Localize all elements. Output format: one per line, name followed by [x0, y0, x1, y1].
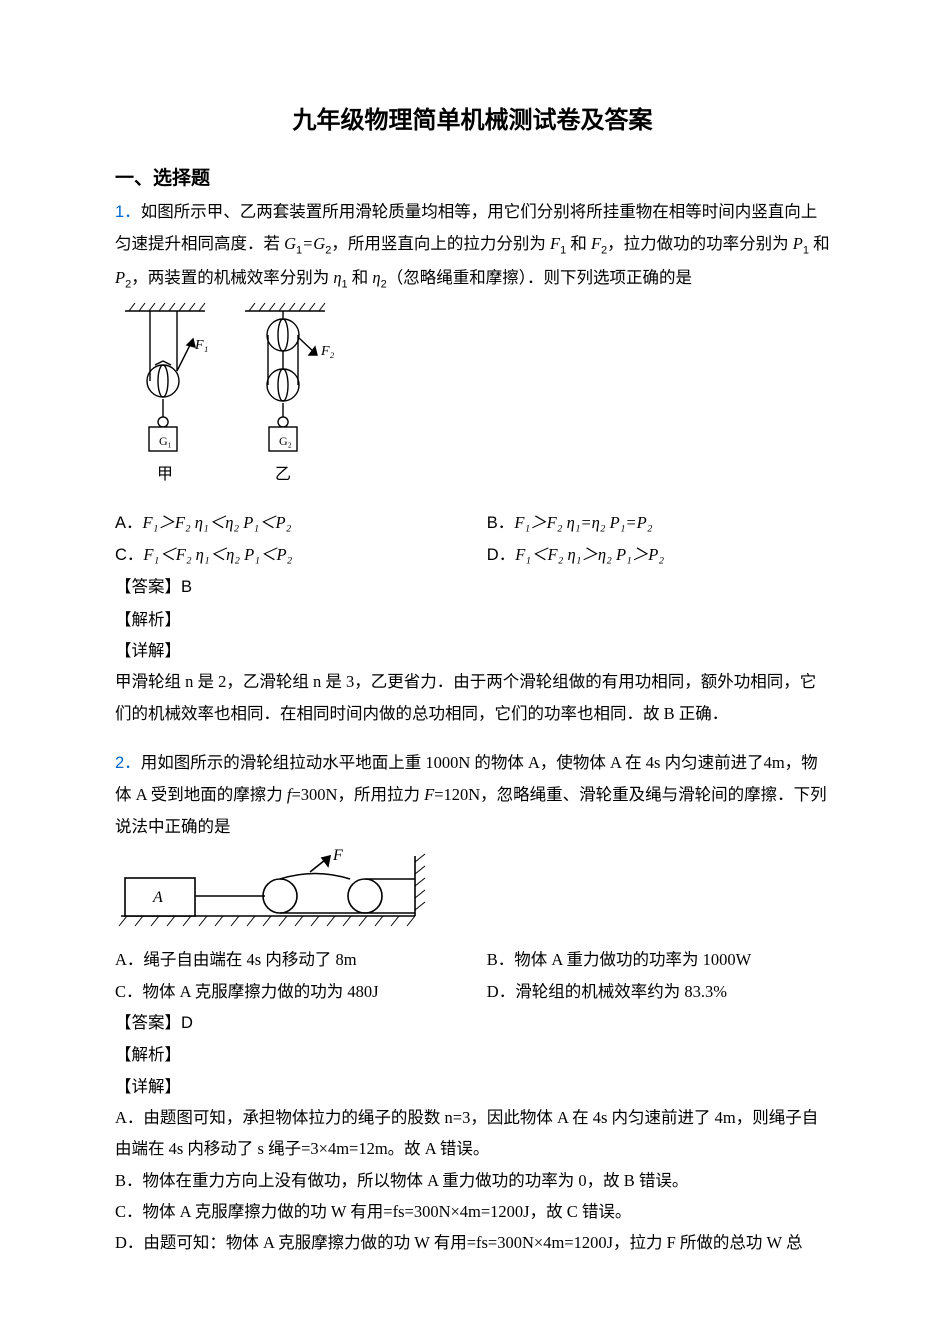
q1-optA-pre: A．	[115, 514, 143, 532]
q1-optB: F₁＞F₂ η₁=η₂ P₁=P₂	[514, 513, 652, 532]
q1-optC-pre: C．	[115, 546, 143, 564]
q2-number: 2．	[115, 754, 141, 772]
q2-answer-block: 【答案】D 【解析】 【详解】 A．由题图可知，承担物体拉力的绳子的股数 n=3…	[115, 1007, 830, 1259]
q1-options-row-2: C．F₁＜F₂ η₁＜η₂ P₁＜P₂ D．F₁＜F₂ η₁＞η₂ P₁＞P₂	[115, 539, 830, 571]
q1-stem-b: ，所用竖直向上的拉力分别为	[331, 234, 550, 253]
q1-eta2: η	[372, 268, 380, 287]
q1-ans: B	[181, 578, 192, 596]
q1-answer-block: 【答案】B 【解析】 【详解】 甲滑轮组 n 是 2，乙滑轮组 n 是 3，乙更…	[115, 571, 830, 729]
q1-stem: 1．如图所示甲、乙两套装置所用滑轮质量均相等，用它们分别将所挂重物在相等时间内竖…	[115, 196, 830, 295]
q1-fig-G1: G₁	[159, 434, 172, 448]
q1-figure: G₁ F₁ 甲	[115, 299, 830, 499]
question-2: 2．用如图所示的滑轮组拉动水平地面上重 1000N 的物体 A，使物体 A 在 …	[115, 747, 830, 1258]
q2-optB: B．物体 A 重力做功的功率为 1000W	[487, 944, 830, 975]
q1-G1: G	[284, 234, 296, 253]
q1-optD: F₁＜F₂ η₁＞η₂ P₁＞P₂	[515, 545, 664, 564]
q1-F2: F	[591, 234, 601, 253]
q2-expC: C．物体 A 克服摩擦力做的功 W 有用=fs=300N×4m=1200J，故 …	[115, 1196, 830, 1227]
q2-options-row-1: A．绳子自由端在 4s 内移动了 8m B．物体 A 重力做功的功率为 1000…	[115, 944, 830, 975]
q2-expA: A．由题图可知，承担物体拉力的绳子的股数 n=3，因此物体 A 在 4s 内匀速…	[115, 1102, 830, 1165]
q1-and2: 和	[809, 234, 830, 253]
q2-expB: B．物体在重力方向上没有做功，所以物体 A 重力做功的功率为 0，故 B 错误。	[115, 1165, 830, 1196]
q2-stem: 2．用如图所示的滑轮组拉动水平地面上重 1000N 的物体 A，使物体 A 在 …	[115, 747, 830, 842]
q1-and1: 和	[566, 234, 591, 253]
q1-fig-F2: F₂	[320, 344, 335, 359]
section-heading: 一、选择题	[115, 163, 830, 190]
q2-jiexi-label: 【解析】	[115, 1039, 830, 1070]
q1-optD-pre: D．	[487, 546, 515, 564]
q2-options-row-2: C．物体 A 克服摩擦力做的功为 480J D．滑轮组的机械效率约为 83.3%	[115, 976, 830, 1007]
q1-xiangjie-label: 【详解】	[115, 635, 830, 666]
pulley-diagram-icon: G₁ F₁ 甲	[115, 299, 345, 499]
q1-ans-label: 【答案】	[115, 577, 181, 596]
q2-optC: C．物体 A 克服摩擦力做的功为 480J	[115, 976, 487, 1007]
q2-fig-F: F	[332, 847, 343, 864]
q1-optC: F₁＜F₂ η₁＜η₂ P₁＜P₂	[143, 545, 292, 564]
q1-stem-d: ，两装置的机械效率分别为	[131, 268, 333, 287]
q1-P2: P	[115, 268, 125, 287]
q2-F: F	[424, 785, 434, 804]
horizontal-pulley-diagram-icon: A F	[115, 846, 445, 936]
q1-fig-jia: 甲	[157, 466, 173, 483]
q2-optD: D．滑轮组的机械效率约为 83.3%	[487, 976, 830, 1007]
q1-jiexi-label: 【解析】	[115, 604, 830, 635]
q1-fig-yi: 乙	[275, 466, 291, 483]
q2-f-val: =300N，所用拉力	[291, 785, 424, 804]
q1-stem-e: （忽略绳重和摩擦）．则下列选项正确的是	[387, 268, 692, 287]
q2-fig-A: A	[152, 889, 163, 906]
question-1: 1．如图所示甲、乙两套装置所用滑轮质量均相等，用它们分别将所挂重物在相等时间内竖…	[115, 196, 830, 729]
q1-eta1: η	[333, 268, 341, 287]
q1-optB-pre: B．	[487, 514, 515, 532]
q1-explain: 甲滑轮组 n 是 2，乙滑轮组 n 是 3，乙更省力．由于两个滑轮组做的有用功相…	[115, 666, 830, 729]
q2-xiangjie-label: 【详解】	[115, 1071, 830, 1102]
q2-figure: A F	[115, 846, 830, 936]
q1-optA: F₁＞F₂ η₁＜η₂ P₁＜P₂	[143, 513, 292, 532]
q1-G2eq: =G	[302, 234, 325, 253]
q2-ans: D	[181, 1014, 193, 1032]
q1-P1: P	[793, 234, 803, 253]
page-title: 九年级物理简单机械测试卷及答案	[115, 100, 830, 135]
q1-fig-G2: G₂	[279, 434, 292, 448]
q1-number: 1．	[115, 203, 141, 221]
q2-expD: D．由题可知：物体 A 克服摩擦力做的功 W 有用=fs=300N×4m=120…	[115, 1227, 830, 1258]
q2-optA: A．绳子自由端在 4s 内移动了 8m	[115, 944, 487, 975]
q1-fig-F1: F₁	[194, 338, 208, 353]
q1-and3: 和	[348, 268, 373, 287]
q2-ans-label: 【答案】	[115, 1013, 181, 1032]
q1-F1: F	[550, 234, 560, 253]
q1-stem-c: ，拉力做功的功率分别为	[607, 234, 793, 253]
q1-options-row-1: A．F₁＞F₂ η₁＜η₂ P₁＜P₂ B．F₁＞F₂ η₁=η₂ P₁=P₂	[115, 507, 830, 539]
